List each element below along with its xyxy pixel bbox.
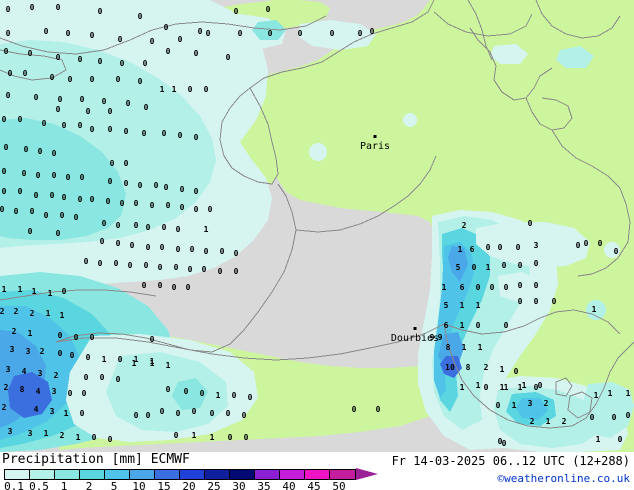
legend-title: Precipitation [mm] ECMWF xyxy=(2,452,190,467)
color-scale-ticks: 0.1 0.5 1 2 5 10 15 20 25 30 35 40 45 50 xyxy=(4,481,356,490)
map-graphics xyxy=(0,0,634,452)
precip-uk-spot xyxy=(556,46,594,68)
precip-alps-light2 xyxy=(498,272,540,302)
scale-tick-10: 10 xyxy=(132,480,146,490)
coast-island-1 xyxy=(555,377,573,397)
color-swatch-1[interactable] xyxy=(55,470,80,479)
coast-atlantic xyxy=(55,183,297,353)
color-swatch-25[interactable] xyxy=(205,470,230,479)
color-swatch-10[interactable] xyxy=(130,470,155,479)
coast-uk-south xyxy=(0,15,327,55)
coast-med xyxy=(443,323,573,429)
scale-tick-35: 35 xyxy=(257,480,271,490)
precip-nl-spot xyxy=(490,44,528,64)
coast-cornwall xyxy=(0,49,67,81)
precip-dot-3 xyxy=(586,300,606,320)
map-footer: Precipitation [mm] ECMWF 0.1 0.5 1 2 5 10 15 20… xyxy=(0,452,634,490)
precip-east-deep1 xyxy=(448,246,468,282)
land-lowlands xyxy=(430,0,530,36)
city-dot-icon xyxy=(373,135,377,138)
color-swatch-2[interactable] xyxy=(80,470,105,479)
color-swatch-5[interactable] xyxy=(105,470,130,479)
precip-iberia-mid xyxy=(106,352,228,432)
border-be-fr xyxy=(469,27,553,101)
border-fr-de xyxy=(551,129,621,189)
city-dot-icon xyxy=(413,327,417,330)
city-label: Paris xyxy=(359,141,391,152)
coast-lowlands xyxy=(433,11,533,37)
forecast-timestamp: Fr 14-03-2025 06..12 UTC (12+288) xyxy=(391,454,630,468)
color-swatch-0.1[interactable] xyxy=(5,470,30,479)
color-swatch-20[interactable] xyxy=(180,470,205,479)
border-mid-fr xyxy=(295,155,437,233)
scale-tick-1: 1 xyxy=(60,480,68,490)
scale-tick-40: 40 xyxy=(282,480,296,490)
precip-east-deep3 xyxy=(440,356,462,378)
scale-tick-0.1: 0.1 xyxy=(4,480,24,490)
scale-tick-25: 25 xyxy=(207,480,221,490)
coast-italy xyxy=(571,341,634,427)
scale-tick-30: 30 xyxy=(232,480,246,490)
coast-channel xyxy=(249,0,435,89)
color-scale-bar[interactable] xyxy=(4,469,356,480)
precip-biscay-core xyxy=(8,372,52,418)
border-ne-1 xyxy=(467,0,493,61)
color-scale-overflow-arrow xyxy=(356,468,378,480)
coast-island-2 xyxy=(567,391,593,419)
precip-dot-2 xyxy=(403,113,417,127)
scale-tick-5: 5 xyxy=(110,480,118,490)
precip-dot-4 xyxy=(604,242,620,258)
precip-dot-1 xyxy=(309,143,327,161)
scale-tick-50: 50 xyxy=(332,480,346,490)
coast-france-west xyxy=(219,87,279,185)
border-lux xyxy=(525,97,573,131)
color-swatch-45[interactable] xyxy=(305,470,330,479)
scale-tick-2: 2 xyxy=(85,480,93,490)
precipitation-layer xyxy=(0,0,634,452)
border-layer xyxy=(0,0,634,429)
color-swatch-0.5[interactable] xyxy=(30,470,55,479)
scale-tick-45: 45 xyxy=(307,480,321,490)
precip-iberia-spot xyxy=(172,378,208,410)
color-swatch-15[interactable] xyxy=(155,470,180,479)
scale-tick-15: 15 xyxy=(157,480,171,490)
border-it-ch xyxy=(443,309,621,335)
color-scale[interactable]: 0.1 0.5 1 2 5 10 15 20 25 30 35 40 45 50 xyxy=(4,468,378,490)
border-ne-2 xyxy=(535,0,621,39)
precip-midfr-3 xyxy=(252,20,286,40)
precip-med-core2 xyxy=(516,398,548,420)
precip-med-right xyxy=(584,382,634,438)
coast-sea-edge-nw xyxy=(0,289,157,301)
color-swatch-30[interactable] xyxy=(230,470,255,479)
precip-alps-light xyxy=(476,222,590,268)
border-alps xyxy=(577,187,631,277)
color-swatch-40[interactable] xyxy=(280,470,305,479)
scale-tick-20: 20 xyxy=(182,480,196,490)
precip-atlantic-core xyxy=(0,118,126,240)
precip-midfr-2 xyxy=(298,20,376,50)
border-fr-es xyxy=(55,323,445,361)
color-swatch-50[interactable] xyxy=(330,470,355,479)
scale-tick-0.5: 0.5 xyxy=(29,480,49,490)
color-swatch-35[interactable] xyxy=(255,470,280,479)
city-label: Dourbies xyxy=(390,333,440,344)
copyright-link[interactable]: ©weatheronline.co.uk xyxy=(497,472,630,485)
